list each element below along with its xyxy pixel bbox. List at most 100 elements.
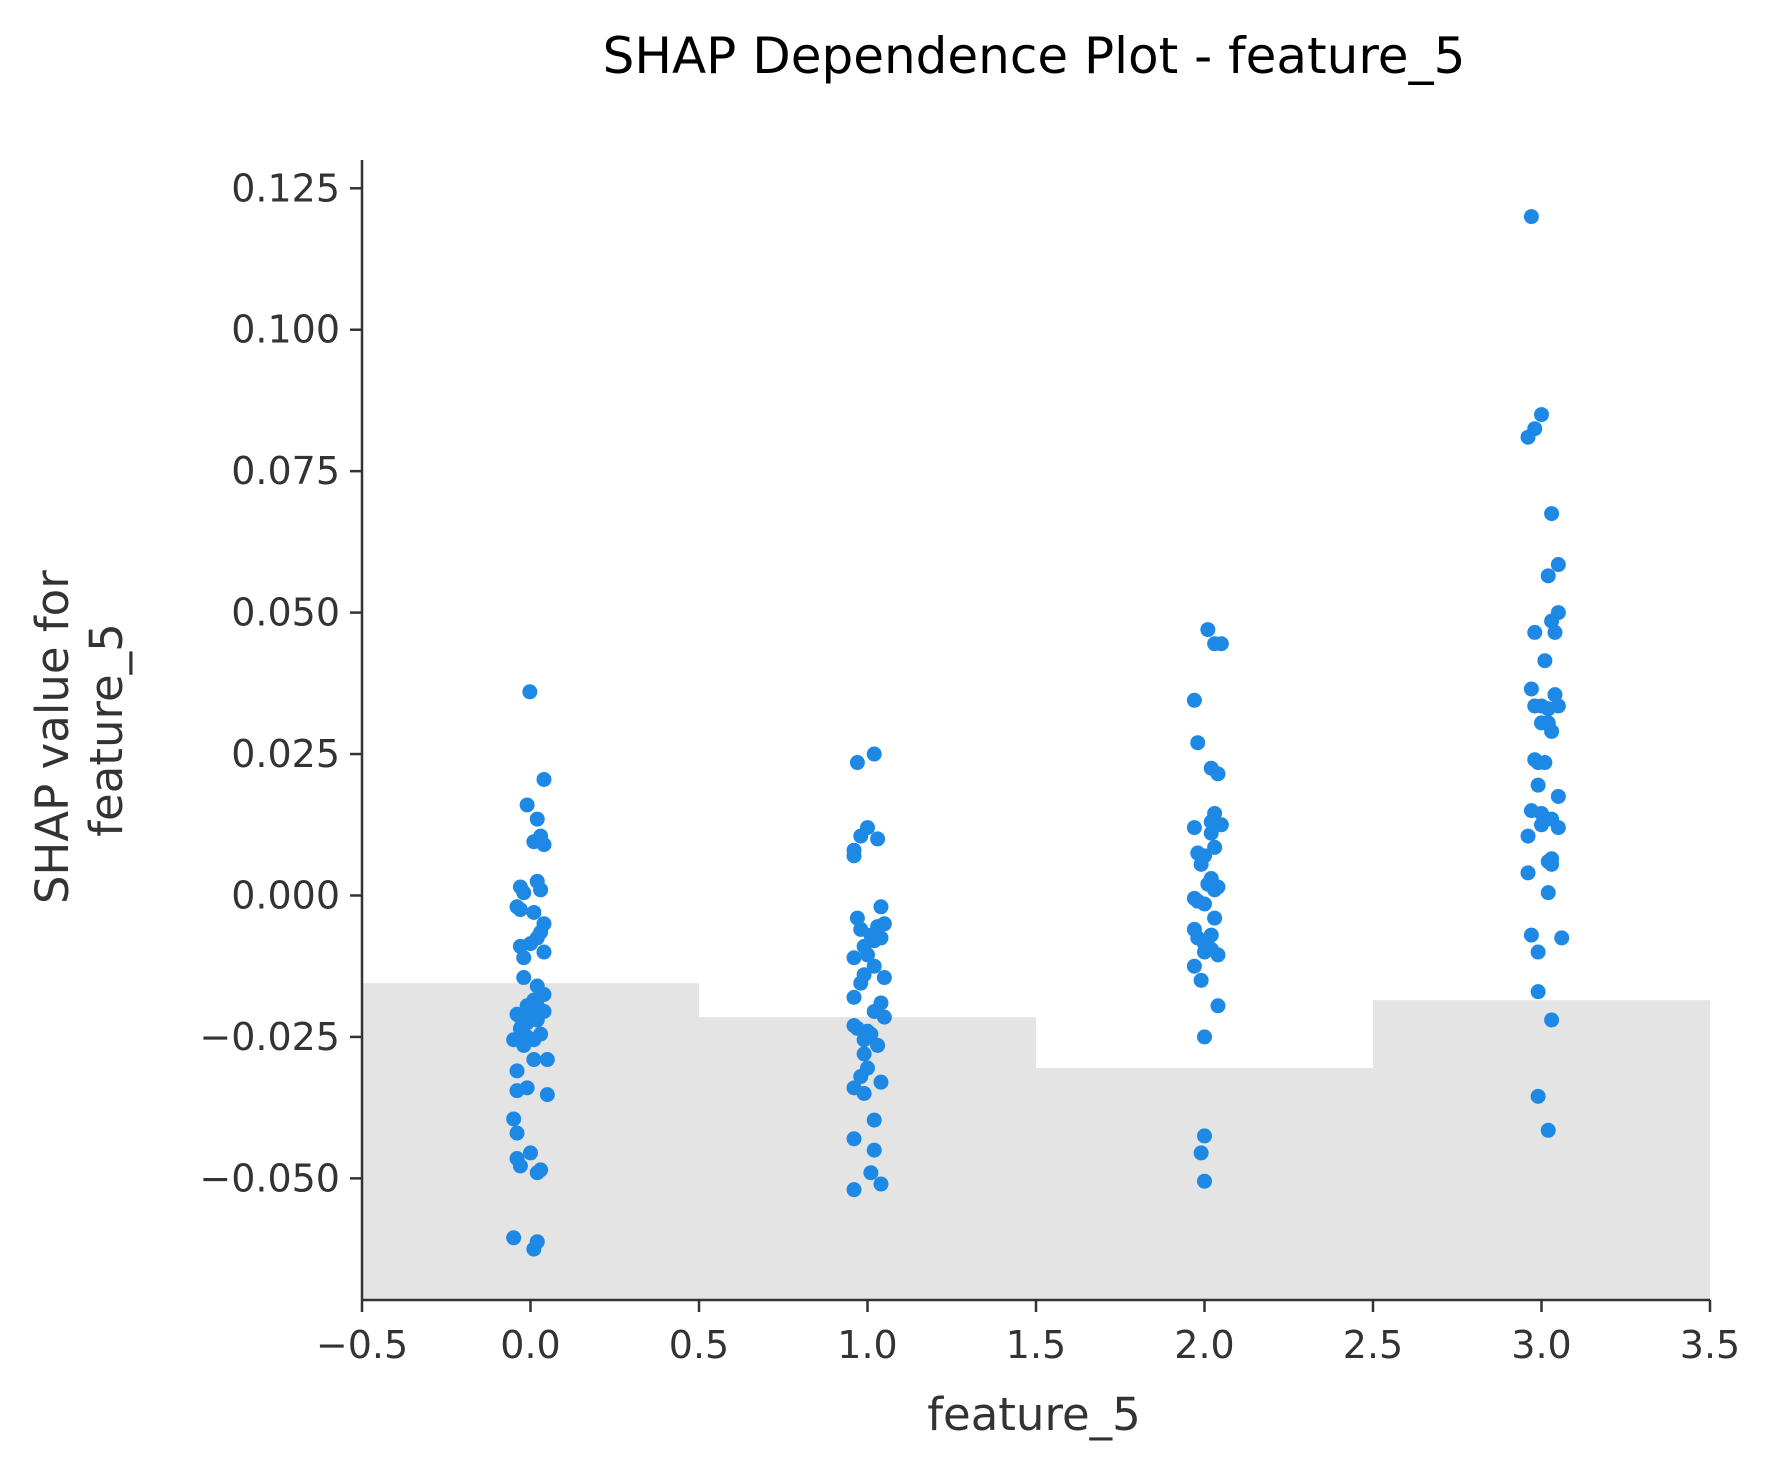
data-point bbox=[863, 1165, 879, 1181]
y-tick-label: 0.000 bbox=[231, 873, 340, 917]
histogram-bin-3 bbox=[1373, 1000, 1710, 1300]
data-point bbox=[1550, 788, 1566, 804]
data-point bbox=[526, 904, 542, 920]
histogram-background bbox=[362, 983, 1710, 1300]
data-point bbox=[1523, 209, 1539, 225]
data-point bbox=[1203, 825, 1219, 841]
data-point bbox=[516, 885, 532, 901]
data-point bbox=[536, 944, 552, 960]
y-tick-label: 0.075 bbox=[231, 449, 340, 493]
data-point bbox=[516, 950, 532, 966]
x-tick-label: 0.5 bbox=[669, 1323, 729, 1367]
x-tick-label: 1.5 bbox=[1006, 1323, 1066, 1367]
data-point bbox=[1210, 947, 1226, 963]
data-point bbox=[1210, 766, 1226, 782]
data-point bbox=[519, 797, 535, 813]
data-point bbox=[1547, 687, 1563, 703]
data-point bbox=[873, 1176, 889, 1192]
data-point bbox=[866, 958, 882, 974]
data-point bbox=[536, 772, 552, 788]
data-point bbox=[1520, 828, 1536, 844]
data-point bbox=[1544, 856, 1560, 872]
data-point bbox=[1554, 930, 1570, 946]
data-point bbox=[512, 1158, 528, 1174]
data-point bbox=[529, 811, 545, 827]
data-point bbox=[846, 950, 862, 966]
data-point bbox=[529, 1165, 545, 1181]
data-point bbox=[1523, 681, 1539, 697]
y-tick-label: 0.125 bbox=[231, 166, 340, 210]
data-point bbox=[522, 684, 538, 700]
data-point bbox=[1197, 1029, 1212, 1045]
data-point bbox=[1193, 972, 1209, 988]
y-tick-label: 0.025 bbox=[231, 732, 340, 776]
data-point bbox=[873, 1074, 889, 1090]
data-point bbox=[1527, 624, 1543, 640]
data-point bbox=[1530, 777, 1546, 793]
y-axis-label-line-2: feature_5 bbox=[80, 623, 133, 837]
data-point bbox=[1544, 723, 1560, 739]
data-point bbox=[1550, 820, 1566, 836]
data-point bbox=[1197, 1173, 1212, 1189]
data-point bbox=[1534, 817, 1549, 833]
x-tick-label: 3.0 bbox=[1511, 1323, 1571, 1367]
data-point bbox=[1210, 998, 1226, 1014]
data-point bbox=[849, 910, 865, 926]
data-point bbox=[1213, 817, 1229, 833]
data-point bbox=[1207, 839, 1223, 855]
data-point bbox=[1207, 882, 1223, 898]
axes: −0.5 0.0 0.5 1.0 1.5 2.0 2.5 3.0 3.5 0.125 0.100 0.… bbox=[199, 160, 1740, 1367]
y-tick-label: −0.050 bbox=[199, 1156, 340, 1200]
x-tick-label: 1.0 bbox=[837, 1323, 897, 1367]
data-point bbox=[853, 828, 869, 844]
y-tick-label: −0.025 bbox=[199, 1015, 340, 1059]
data-point bbox=[1530, 944, 1546, 960]
data-point bbox=[529, 1012, 545, 1028]
x-tick-label: 3.5 bbox=[1680, 1323, 1740, 1367]
data-point bbox=[1200, 622, 1216, 638]
data-point bbox=[853, 975, 869, 991]
data-point bbox=[1540, 1122, 1556, 1138]
data-point bbox=[1544, 1012, 1560, 1028]
x-tick-label: −0.5 bbox=[316, 1323, 408, 1367]
x-tick-label: 2.5 bbox=[1343, 1323, 1403, 1367]
data-point bbox=[856, 1085, 872, 1101]
data-point bbox=[1186, 692, 1202, 708]
data-point bbox=[539, 1087, 555, 1103]
data-point bbox=[539, 1052, 555, 1068]
data-point bbox=[1537, 755, 1553, 771]
data-point bbox=[1534, 407, 1549, 423]
data-point bbox=[856, 1046, 872, 1062]
data-point bbox=[1197, 944, 1212, 960]
data-point bbox=[536, 837, 552, 853]
data-point bbox=[1213, 636, 1229, 652]
data-point bbox=[1520, 865, 1536, 881]
data-point bbox=[1540, 885, 1556, 901]
data-point bbox=[876, 1009, 892, 1025]
data-point bbox=[873, 899, 889, 915]
data-point bbox=[1186, 958, 1202, 974]
data-point bbox=[1550, 557, 1566, 573]
data-point bbox=[1540, 701, 1556, 717]
data-point bbox=[506, 1230, 522, 1246]
data-point bbox=[509, 1063, 525, 1079]
data-point bbox=[853, 1069, 869, 1085]
data-point bbox=[526, 1241, 542, 1257]
data-point bbox=[1193, 1145, 1209, 1161]
data-point bbox=[870, 1037, 886, 1053]
data-point bbox=[516, 970, 532, 986]
data-point bbox=[846, 1131, 862, 1147]
data-point bbox=[1207, 910, 1223, 926]
data-point bbox=[509, 1125, 525, 1141]
data-point bbox=[1544, 613, 1560, 629]
data-point bbox=[866, 746, 882, 762]
y-axis-label: SHAP value for feature_5 bbox=[26, 556, 133, 904]
data-point bbox=[516, 1037, 532, 1053]
data-point bbox=[523, 1145, 538, 1161]
data-point bbox=[846, 1182, 862, 1198]
data-point bbox=[1520, 429, 1536, 445]
x-tick-label: 2.0 bbox=[1174, 1323, 1234, 1367]
y-tick-label: 0.050 bbox=[231, 591, 340, 635]
data-point bbox=[1547, 624, 1563, 640]
